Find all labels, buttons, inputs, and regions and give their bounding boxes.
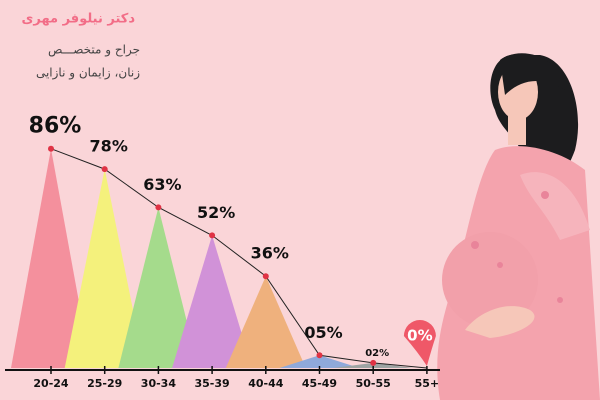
x-tick-label: 25-29 [87, 377, 122, 390]
value-label: 63% [143, 175, 181, 194]
point [155, 204, 162, 211]
trend-line [50, 148, 427, 369]
value-label: 02% [365, 348, 389, 359]
triangle [225, 276, 306, 368]
triangle [64, 169, 145, 368]
pin [403, 320, 436, 366]
point [316, 352, 323, 359]
value-label: 36% [251, 244, 289, 263]
value-label: 52% [197, 203, 235, 222]
chart-title: دکتر نیلوفر مهری [21, 12, 135, 27]
x-tick-label: 45-49 [302, 377, 337, 390]
point [101, 166, 108, 173]
x-tick-label: 35-39 [195, 377, 230, 390]
triangle [279, 355, 360, 368]
value-label: 86% [29, 114, 82, 139]
point [209, 232, 216, 239]
x-tick-label: 40-44 [248, 377, 284, 390]
subtitle: زنان، زایمان و نازایی [36, 66, 140, 81]
triangle [11, 148, 91, 368]
value-label: 0% [407, 327, 432, 345]
value-label: 05% [304, 323, 342, 342]
triangle [172, 235, 253, 368]
triangle [118, 207, 199, 368]
x-tick-label: 30-34 [141, 377, 177, 390]
point [262, 273, 269, 280]
point [48, 145, 54, 152]
x-tick-label: 50-55 [356, 377, 391, 390]
illustration [437, 53, 600, 400]
subtitle: جراح و متخصـــص [48, 43, 140, 58]
value-label: 78% [90, 137, 128, 156]
point [370, 359, 377, 366]
x-tick-label: 20-24 [33, 377, 69, 390]
x-tick-label: 55+ [415, 377, 440, 390]
